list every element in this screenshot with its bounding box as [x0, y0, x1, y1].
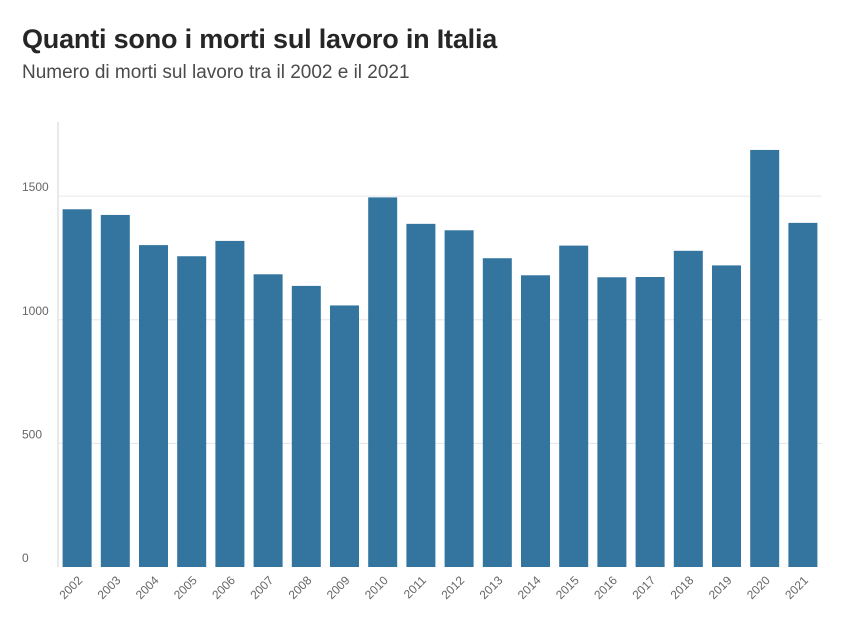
x-tick-label: 2007: [247, 573, 276, 602]
x-axis-labels: 2002 2003 2004 2005 2006 2007 2008 2009 2010 2011…: [56, 573, 811, 602]
x-tick-label: 2004: [133, 573, 162, 602]
bar: [673, 250, 703, 567]
bar: [62, 209, 92, 567]
x-tick-label: 2016: [591, 573, 620, 602]
y-tick-label: 1500: [22, 180, 49, 194]
y-tick-label: 500: [22, 427, 42, 441]
bar: [559, 245, 589, 567]
x-tick-label: 2010: [362, 573, 391, 602]
y-tick-label: 0: [22, 551, 29, 565]
bar: [597, 277, 627, 567]
x-tick-label: 2009: [324, 573, 353, 602]
x-tick-label: 2021: [782, 573, 811, 602]
bar: [215, 240, 245, 568]
x-tick-label: 2008: [286, 573, 315, 602]
bars: [62, 149, 818, 568]
bar: [100, 214, 130, 567]
bar: [750, 149, 780, 568]
x-tick-label: 2003: [95, 573, 124, 602]
bar: [635, 277, 665, 567]
x-tick-label: 2011: [401, 573, 429, 601]
y-axis-labels: 0 500 1000 1500: [22, 180, 49, 565]
x-tick-label: 2014: [515, 573, 544, 602]
x-tick-label: 2017: [629, 573, 658, 602]
x-tick-label: 2018: [668, 573, 697, 602]
x-tick-label: 2020: [744, 573, 773, 602]
bar: [177, 256, 207, 567]
bar: [139, 245, 168, 567]
bar: [712, 265, 741, 567]
bar: [291, 285, 321, 567]
x-tick-label: 2002: [56, 573, 85, 602]
x-tick-label: 2012: [438, 573, 467, 602]
x-tick-label: 2019: [706, 573, 735, 602]
bar: [253, 274, 283, 567]
x-tick-label: 2015: [553, 573, 582, 602]
bar: [521, 275, 550, 567]
bar: [330, 305, 359, 567]
chart-title: Quanti sono i morti sul lavoro in Italia: [22, 24, 498, 54]
x-tick-label: 2006: [209, 573, 238, 602]
bar: [444, 230, 474, 568]
bar: [482, 258, 512, 567]
bar: [406, 223, 436, 567]
grid-lines: [57, 122, 822, 567]
bar: [368, 197, 398, 567]
y-tick-label: 1000: [22, 304, 49, 318]
bar: [788, 222, 818, 567]
x-tick-label: 2013: [477, 573, 506, 602]
chart-subtitle: Numero di morti sul lavoro tra il 2002 e…: [22, 62, 410, 83]
x-tick-label: 2005: [171, 573, 200, 602]
